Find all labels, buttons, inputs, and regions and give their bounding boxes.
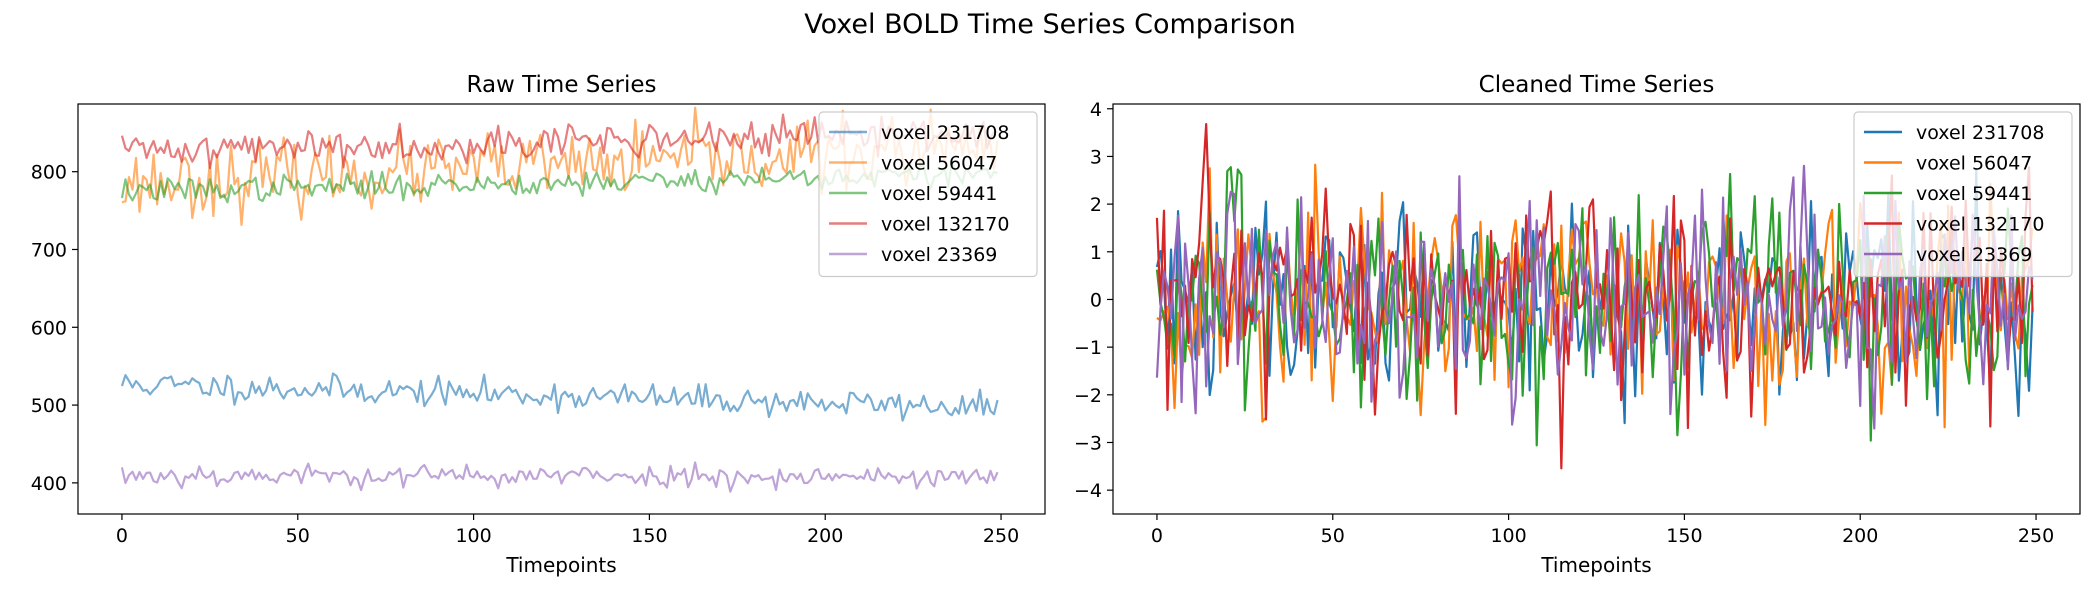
x-tick-label: 200 [807, 525, 843, 547]
axes-frame [1112, 103, 2081, 515]
y-tick-label: 3 [1090, 146, 1102, 168]
x-tick-label: 100 [1490, 525, 1526, 547]
x-tick-label: 150 [631, 525, 667, 547]
legend-label: voxel 132170 [1916, 214, 2044, 236]
y-tick-label: 0 [1090, 289, 1102, 311]
y-tick-label: 600 [31, 317, 67, 339]
y-tick-label: −1 [1074, 337, 1102, 359]
y-tick-label: −3 [1074, 432, 1102, 454]
y-tick-label: 2 [1090, 194, 1102, 216]
legend: voxel 231708 voxel 56047 voxel 59441 voxel … [818, 111, 1038, 278]
legend-label: voxel 59441 [1916, 183, 2032, 205]
y-tick-label: −2 [1074, 385, 1102, 407]
cleaned-time-series-panel: Cleaned Time Series 0 50 100 150 200 250 −4 −3 −2… [1074, 72, 2081, 577]
y-tick-label: 800 [31, 162, 67, 184]
y-tick-label: 700 [31, 239, 67, 261]
legend-label: voxel 56047 [1916, 153, 2032, 175]
legend-label: voxel 132170 [881, 214, 1009, 236]
y-tick-label: −4 [1074, 480, 1102, 502]
series-line-voxel-231708 [120, 372, 999, 422]
legend: voxel 231708 voxel 56047 voxel 59441 voxel … [1853, 111, 2073, 278]
x-tick-label: 150 [1666, 525, 1702, 547]
x-axis-label: Timepoints [1540, 553, 1651, 577]
x-tick-label: 250 [983, 525, 1019, 547]
legend-label: voxel 59441 [881, 183, 997, 205]
x-tick-label: 50 [286, 525, 310, 547]
axes-frame [77, 103, 1046, 515]
raw-time-series-panel: Raw Time Series 0 50 100 150 200 250 400 500 600 7… [31, 72, 1046, 577]
legend-label: voxel 231708 [881, 122, 1009, 144]
legend-label: voxel 231708 [1916, 122, 2044, 144]
x-tick-label: 50 [1321, 525, 1345, 547]
legend-label: voxel 23369 [1916, 244, 2032, 266]
panel-title: Raw Time Series [466, 72, 656, 98]
x-tick-label: 0 [1151, 525, 1163, 547]
y-tick-label: 400 [31, 473, 67, 495]
x-tick-label: 0 [116, 525, 128, 547]
legend-box [1853, 111, 2073, 278]
y-tick-label: 1 [1090, 242, 1102, 264]
legend-box [818, 111, 1038, 278]
series-line-voxel-23369 [1155, 164, 2034, 430]
y-tick-label: 4 [1090, 99, 1102, 121]
y-tick-label: 500 [31, 395, 67, 417]
figure-title: Voxel BOLD Time Series Comparison [804, 9, 1296, 40]
x-axis-label: Timepoints [505, 553, 616, 577]
x-tick-label: 250 [2018, 525, 2054, 547]
legend-label: voxel 56047 [881, 153, 997, 175]
legend-label: voxel 23369 [881, 244, 997, 266]
panel-title: Cleaned Time Series [1479, 72, 1715, 98]
x-tick-label: 100 [455, 525, 491, 547]
series-line-voxel-23369 [120, 461, 999, 493]
x-tick-label: 200 [1842, 525, 1878, 547]
